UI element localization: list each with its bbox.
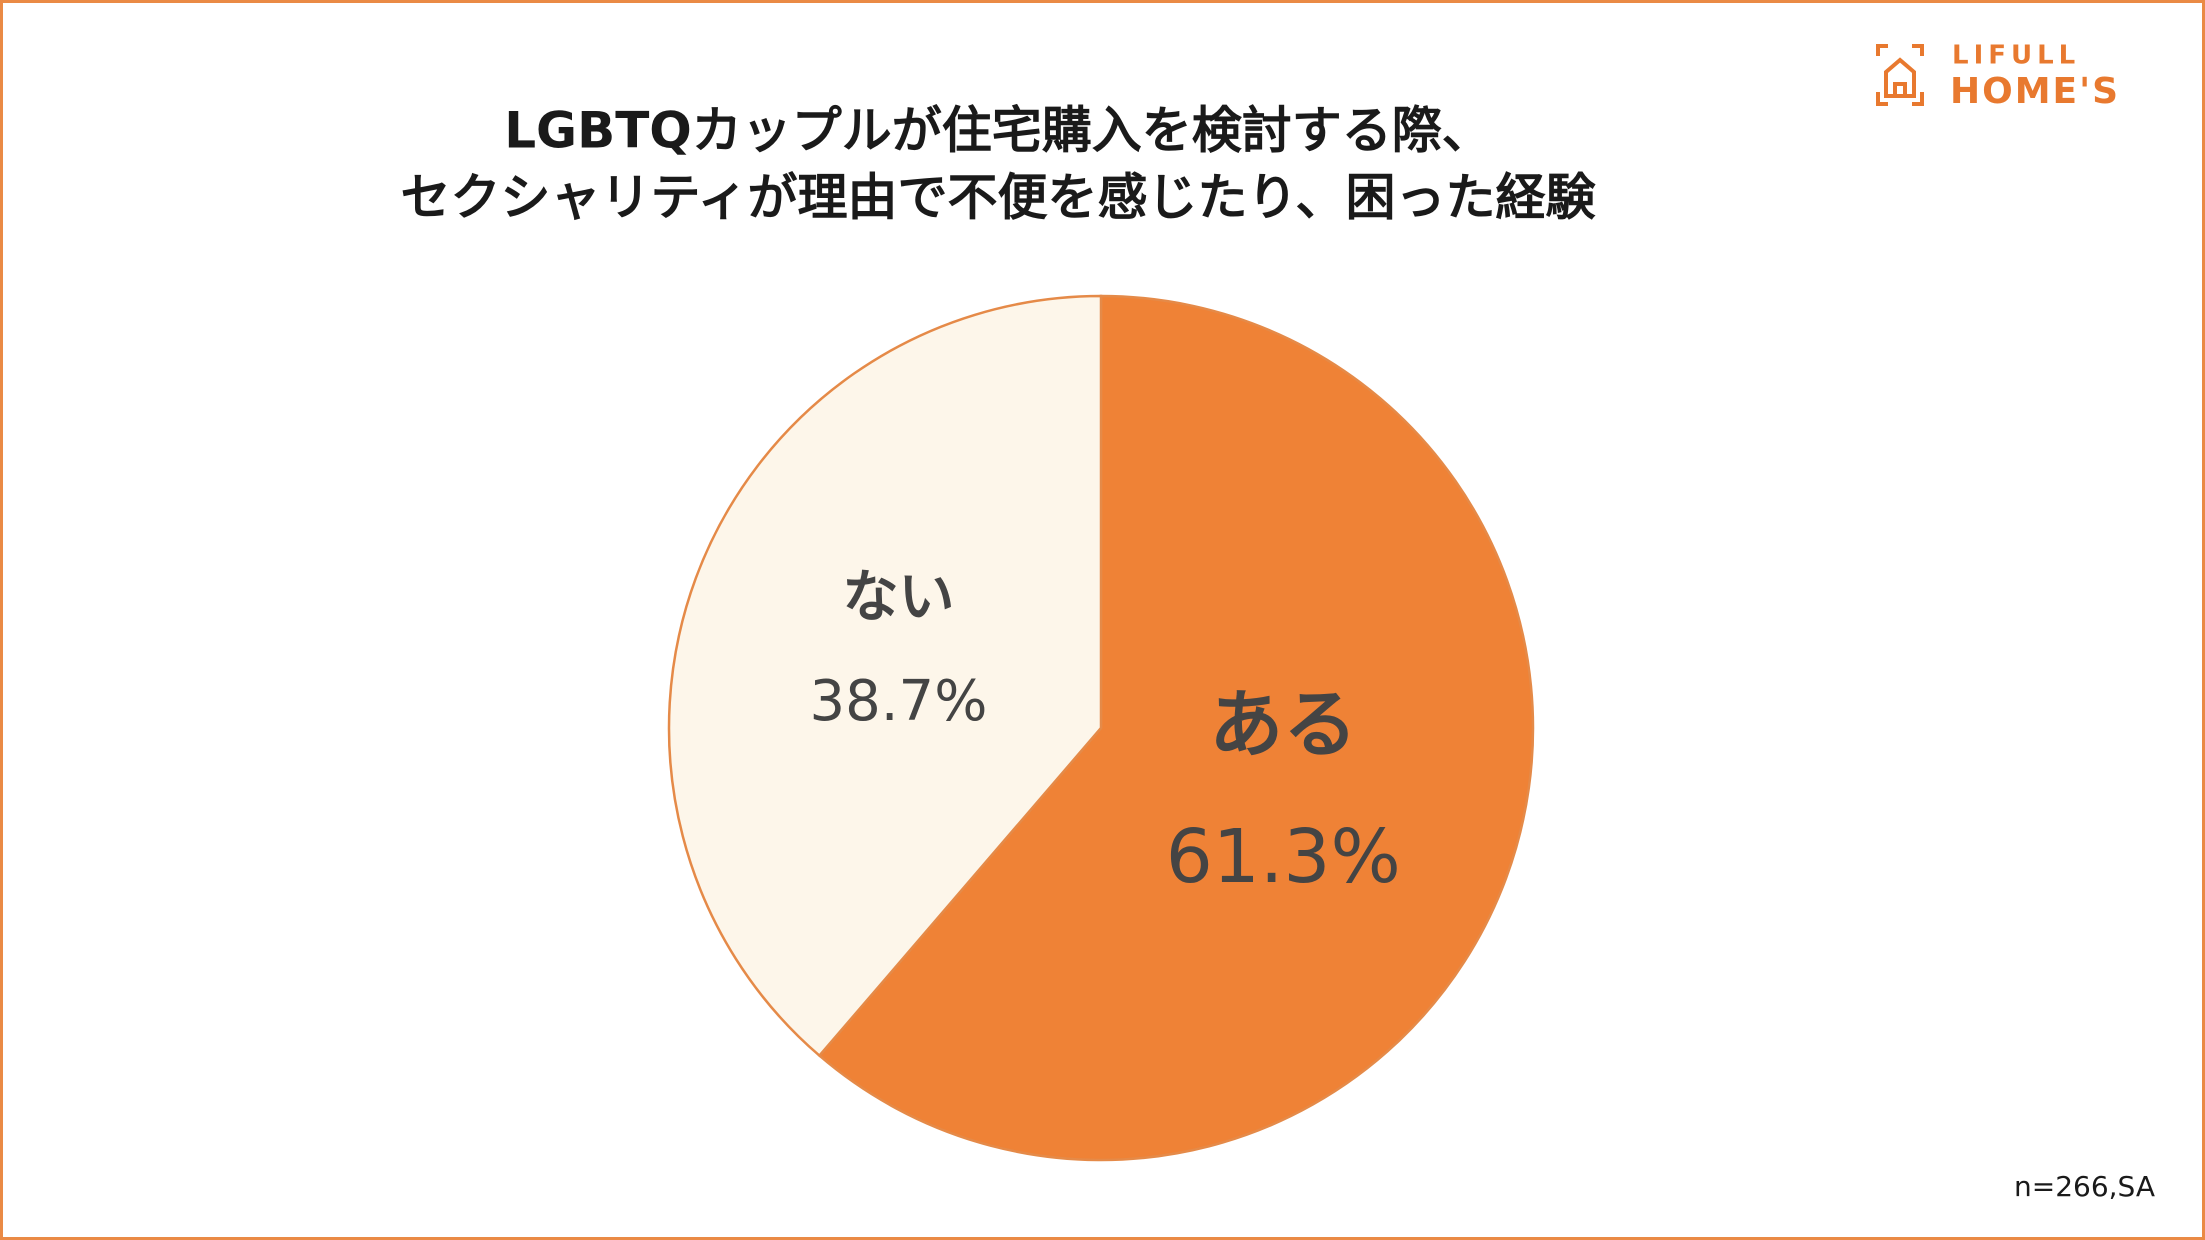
logo-frame xyxy=(1876,44,1924,106)
value-label: 61.3% xyxy=(1166,814,1401,900)
slice-label: ある xyxy=(1209,682,1357,768)
slice-label: ない xyxy=(842,565,954,630)
chart-title: LGBTQカップルが住宅購入を検討する際、 xyxy=(504,102,1492,160)
logo: LIFULL HOME'S xyxy=(1876,41,2120,112)
logo-house xyxy=(1884,57,1916,98)
chart-title: セクシャリティが理由で不便を感じたり、困った経験 xyxy=(401,169,1597,227)
note: n=266,SA xyxy=(2014,1170,2155,1203)
pie-slice xyxy=(817,294,1535,1162)
value-label: 38.7% xyxy=(810,669,988,734)
logo-top: LIFULL xyxy=(1952,41,2080,71)
logo-bottom: HOME'S xyxy=(1950,71,2120,112)
pie-slice xyxy=(667,294,1103,1058)
